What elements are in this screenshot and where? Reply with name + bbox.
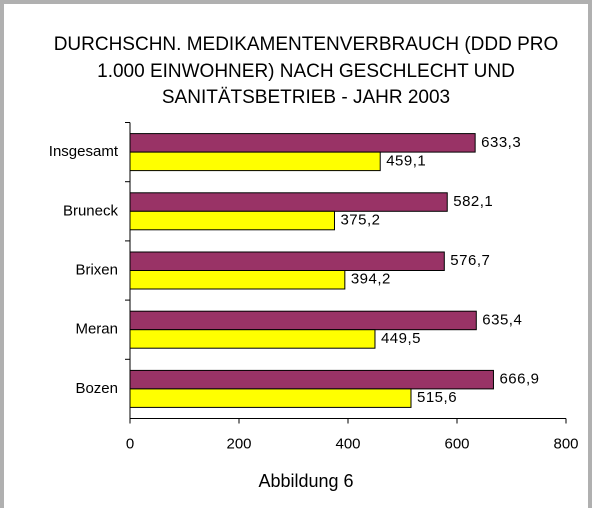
- bar: [129, 369, 494, 390]
- chart-title: SANITÄTSBETRIEB - JAHR 2003: [162, 87, 450, 108]
- bar: [129, 192, 448, 212]
- x-tick-label: 0: [126, 435, 134, 452]
- frame-right: [588, 0, 592, 508]
- frame-top: [0, 0, 592, 4]
- value-label: 375,2: [340, 212, 380, 229]
- bar: [129, 151, 381, 172]
- chart-title: DURCHSCHN. MEDIKAMENTENVERBRAUCH (DDD PR…: [54, 34, 559, 55]
- frame-left: [0, 0, 4, 508]
- value-label: 633,3: [481, 134, 521, 151]
- x-tick-label: 400: [335, 435, 360, 452]
- value-label: 576,7: [450, 252, 490, 269]
- x-axis-label: Abbildung 6: [258, 471, 353, 491]
- y-tick-label: Bozen: [75, 380, 118, 397]
- value-label: 449,5: [381, 330, 421, 347]
- bar: [129, 270, 346, 290]
- bar: [129, 210, 335, 231]
- y-tick-label: Bruneck: [63, 202, 119, 219]
- value-label: 666,9: [499, 371, 539, 388]
- x-tick-label: 200: [226, 435, 251, 452]
- y-tick-label: Insgesamt: [49, 143, 119, 160]
- value-label: 515,6: [417, 389, 457, 406]
- x-tick-label: 600: [444, 435, 469, 452]
- value-label: 394,2: [351, 271, 391, 288]
- chart-title: 1.000 EINWOHNER) NACH GESCHLECHT UND: [97, 61, 515, 82]
- bar: [129, 388, 412, 408]
- bar: [129, 133, 476, 153]
- x-tick-label: 800: [553, 435, 578, 452]
- bar: [129, 251, 445, 271]
- y-tick-label: Meran: [75, 321, 118, 338]
- y-tick-label: Brixen: [75, 261, 118, 278]
- bar: [129, 310, 477, 331]
- value-label: 582,1: [453, 193, 493, 210]
- bar: [129, 329, 376, 349]
- value-label: 635,4: [482, 311, 522, 328]
- value-label: 459,1: [386, 152, 426, 169]
